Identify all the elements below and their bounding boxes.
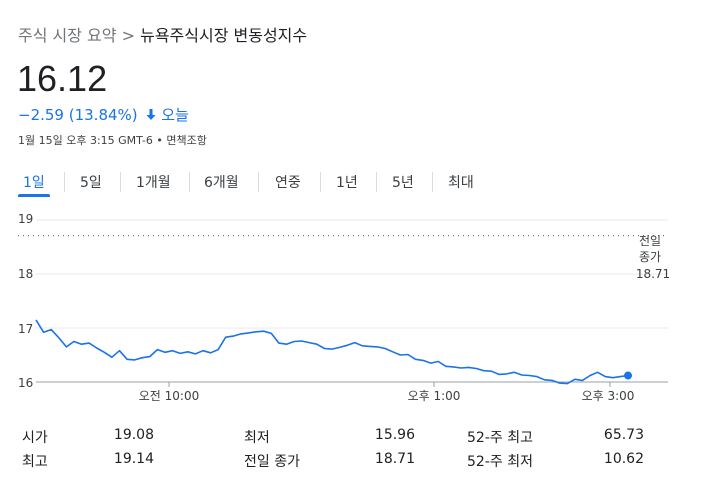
change-value: −2.59 (13.84%) bbox=[18, 106, 138, 124]
stat-label-prev-close: 전일 종가 bbox=[244, 454, 300, 470]
timestamp-disclaimer: 1월 15일 오후 3:15 GMT-6 • 면책조항 bbox=[18, 134, 207, 147]
tab-divider bbox=[320, 172, 321, 192]
stat-label-open: 시가 bbox=[22, 430, 48, 446]
stat-value-high: 19.14 bbox=[113, 451, 154, 467]
stat-value-prev-close: 18.71 bbox=[374, 451, 415, 467]
y-tick-label: 19 bbox=[18, 212, 33, 226]
last-price-dot bbox=[624, 371, 632, 380]
stat-label-low: 최저 bbox=[244, 430, 270, 446]
breadcrumb-parent-link[interactable]: 주식 시장 요약 bbox=[18, 26, 117, 45]
tab-ytd[interactable]: 연중 bbox=[275, 175, 301, 191]
stat-value-52w-high: 65.73 bbox=[603, 427, 644, 443]
y-tick-label: 17 bbox=[18, 322, 33, 336]
chart-grid bbox=[36, 219, 668, 383]
tab-divider bbox=[376, 172, 377, 192]
x-tick-label: 오후 3:00 bbox=[582, 389, 635, 403]
tab-6m[interactable]: 6개월 bbox=[204, 175, 239, 191]
stat-value-52w-low: 10.62 bbox=[603, 451, 644, 467]
tab-1d[interactable]: 1일 bbox=[23, 175, 45, 191]
change-period: 오늘 bbox=[161, 106, 189, 124]
tab-divider bbox=[64, 172, 65, 192]
active-tab-indicator bbox=[18, 194, 50, 197]
tab-divider bbox=[189, 172, 190, 192]
prev-close-label-line1: 전일 bbox=[639, 234, 661, 248]
tab-5d[interactable]: 5일 bbox=[80, 175, 102, 191]
breadcrumb-separator: > bbox=[121, 26, 135, 45]
tab-5y[interactable]: 5년 bbox=[392, 175, 414, 191]
tab-1y[interactable]: 1년 bbox=[336, 175, 358, 191]
stat-label-high: 최고 bbox=[22, 454, 48, 470]
tab-1m[interactable]: 1개월 bbox=[136, 175, 171, 191]
y-tick-label: 18 bbox=[18, 267, 33, 281]
price-chart[interactable]: 전일 종가 18.71 19 18 17 16 오전 10:00 오후 1:00… bbox=[0, 200, 705, 410]
breadcrumb: 주식 시장 요약 > 뉴욕주식시장 변동성지수 bbox=[18, 22, 307, 46]
range-tabs: 1일 5일 1개월 6개월 연중 1년 5년 최대 bbox=[0, 166, 705, 206]
stat-value-open: 19.08 bbox=[113, 427, 154, 443]
price-line bbox=[35, 319, 629, 385]
arrow-down-icon bbox=[146, 106, 156, 124]
prev-close-label-line2: 종가 bbox=[639, 250, 661, 264]
price-change: −2.59 (13.84%) 오늘 bbox=[18, 104, 189, 125]
stat-label-52w-low: 52-주 최저 bbox=[467, 454, 533, 470]
previous-close-label: 전일 종가 18.71 bbox=[636, 234, 670, 281]
y-tick-label: 16 bbox=[18, 376, 33, 390]
current-price: 16.12 bbox=[17, 58, 108, 99]
stat-value-low: 15.96 bbox=[374, 427, 415, 443]
tab-divider bbox=[432, 172, 433, 192]
breadcrumb-current: 뉴욕주식시장 변동성지수 bbox=[140, 26, 308, 45]
tab-divider bbox=[258, 172, 259, 192]
x-tick-label: 오후 1:00 bbox=[408, 389, 461, 403]
x-tick-label: 오전 10:00 bbox=[139, 389, 199, 403]
stat-label-52w-high: 52-주 최고 bbox=[467, 430, 533, 446]
tab-divider bbox=[120, 172, 121, 192]
prev-close-label-value: 18.71 bbox=[636, 267, 670, 281]
tab-max[interactable]: 최대 bbox=[448, 175, 474, 191]
